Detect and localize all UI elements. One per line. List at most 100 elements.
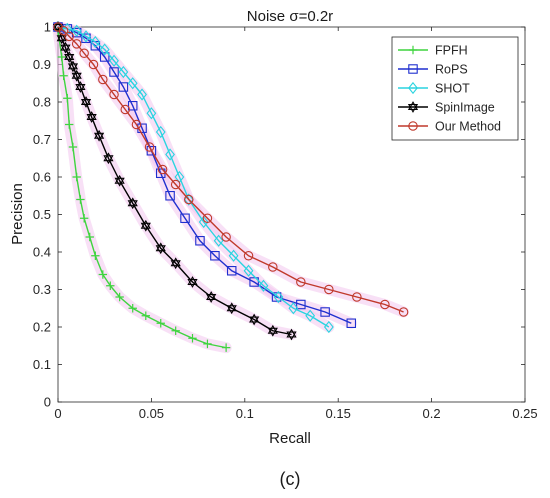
point-fpfh: [63, 94, 72, 103]
point-fpfh: [57, 52, 66, 62]
y-tick-label: 0.6: [33, 170, 51, 185]
chart-title: Noise σ=0.2r: [247, 8, 333, 25]
x-tick-label: 0.25: [512, 406, 537, 421]
point-shot: [155, 125, 166, 139]
point-spinimage-a: [155, 242, 166, 252]
point-spinimage: [187, 276, 198, 288]
point-spinimage-b: [187, 279, 198, 288]
point-spinimage: [67, 60, 79, 73]
x-tick-label: 0.15: [326, 406, 351, 421]
point-fpfh: [106, 281, 115, 290]
y-tick-label: 0.4: [33, 245, 51, 260]
point-spinimage: [75, 81, 86, 93]
legend-marker-our-method: [408, 121, 418, 131]
point-spinimage-a: [60, 41, 71, 51]
point-fpfh: [128, 304, 137, 313]
point-our-method: [88, 59, 99, 70]
point-our-method: [120, 104, 130, 115]
legend-marker-fpfh: [408, 45, 418, 55]
point-our-method: [243, 251, 254, 261]
point-shot: [228, 249, 239, 262]
point-spinimage: [226, 302, 237, 315]
point-spinimage: [71, 69, 82, 82]
legend-marker-rops: [408, 64, 418, 74]
point-our-method: [79, 48, 89, 58]
point-shot: [305, 309, 316, 322]
legend-entry-spinimage: SpinImage: [398, 101, 495, 115]
legend-marker-spinimage-b: [407, 104, 419, 113]
point-rops: [226, 265, 237, 276]
legend-entry-fpfh: FPFH: [398, 44, 468, 58]
point-spinimage-b: [60, 44, 71, 54]
point-spinimage-b: [71, 72, 82, 82]
point-spinimage-a: [187, 276, 198, 285]
point-our-method: [144, 142, 155, 152]
point-spinimage-a: [127, 197, 138, 207]
point-spinimage: [170, 257, 181, 270]
point-spinimage-a: [64, 51, 75, 60]
point-fpfh: [65, 120, 74, 129]
point-spinimage-a: [140, 219, 151, 229]
point-spinimage-b: [286, 331, 297, 341]
legend-label-shot: SHOT: [435, 82, 470, 96]
point-our-method: [58, 25, 69, 36]
point-our-method: [352, 292, 362, 302]
point-shot: [243, 264, 254, 277]
series-spinimage: [52, 21, 297, 341]
series-our-method: [53, 22, 409, 317]
point-shot: [118, 65, 129, 79]
point-spinimage-b: [127, 200, 138, 210]
point-spinimage-b: [103, 155, 114, 165]
point-rops: [180, 213, 190, 224]
point-spinimage-b: [155, 245, 166, 255]
legend-label-fpfh: FPFH: [435, 44, 468, 58]
point-our-method: [221, 232, 231, 242]
point-spinimage-b: [75, 84, 86, 93]
point-rops: [210, 251, 220, 261]
x-axis-label: Recall: [269, 430, 311, 447]
point-rops: [296, 299, 306, 310]
y-tick-label: 0.2: [33, 320, 51, 335]
point-spinimage: [155, 242, 166, 255]
point-spinimage-b: [206, 294, 217, 303]
legend-label-spinimage: SpinImage: [435, 101, 495, 115]
y-tick-label: 0.7: [33, 132, 51, 147]
y-tick-label: 0.9: [33, 57, 51, 72]
legend-marker-spinimage: [407, 101, 419, 113]
legend-entry-shot: SHOT: [398, 82, 470, 96]
point-our-method: [202, 213, 213, 224]
legend-label-rops: RoPS: [435, 63, 468, 77]
point-fpfh: [68, 142, 78, 152]
point-fpfh: [91, 251, 100, 260]
point-our-method: [71, 39, 82, 49]
point-rops: [99, 52, 110, 62]
plot-area: 0 0.05 0.1 0.15 0.2 0.25 0 0.1 0.2 0.3 0.4 0.5 0.6 0.…: [33, 20, 538, 422]
point-our-method: [109, 89, 119, 100]
point-rops: [320, 307, 330, 317]
point-spinimage-b: [64, 54, 75, 63]
point-our-method: [398, 307, 409, 317]
legend-entry-rops: RoPS: [398, 63, 468, 77]
point-spinimage: [56, 32, 67, 45]
point-shot: [81, 30, 91, 43]
point-fpfh: [72, 172, 81, 182]
point-spinimage-b: [226, 305, 237, 315]
point-fpfh: [203, 339, 212, 349]
point-spinimage-a: [75, 81, 86, 90]
point-shot: [323, 320, 334, 334]
point-spinimage-a: [52, 21, 64, 30]
point-spinimage-a: [71, 69, 82, 79]
y-tick-label: 0.8: [33, 95, 51, 110]
point-shot: [198, 215, 209, 229]
point-spinimage: [127, 197, 138, 210]
point-shot: [71, 24, 82, 37]
point-rops: [165, 191, 175, 201]
point-shot: [146, 107, 157, 120]
point-our-method: [324, 284, 334, 295]
point-fpfh: [79, 214, 89, 223]
y-tick-label: 1: [44, 20, 51, 35]
point-spinimage-a: [103, 152, 114, 162]
point-spinimage: [60, 41, 71, 54]
point-our-method: [131, 119, 142, 130]
